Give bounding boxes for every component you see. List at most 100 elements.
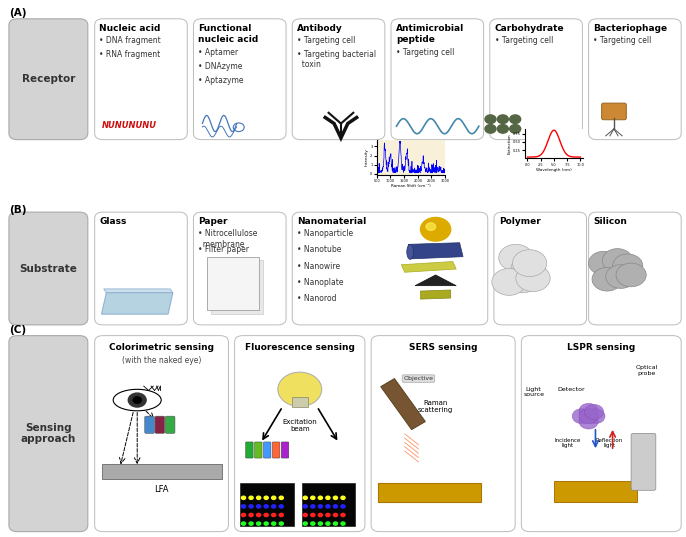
- Polygon shape: [421, 290, 451, 299]
- Bar: [292, 397, 308, 407]
- FancyBboxPatch shape: [272, 442, 280, 458]
- Circle shape: [579, 409, 598, 424]
- Text: Polymer: Polymer: [499, 217, 541, 227]
- Circle shape: [264, 505, 268, 508]
- Bar: [240, 483, 294, 526]
- Circle shape: [333, 513, 338, 517]
- Text: Antibody: Antibody: [297, 24, 343, 33]
- Circle shape: [272, 513, 276, 517]
- Text: Reflection
light: Reflection light: [595, 438, 623, 448]
- Polygon shape: [408, 243, 463, 259]
- Circle shape: [326, 513, 330, 517]
- Text: Light
source: Light source: [523, 387, 544, 397]
- Circle shape: [512, 250, 547, 277]
- Circle shape: [303, 505, 307, 508]
- Circle shape: [584, 404, 604, 419]
- Text: • Nanotube: • Nanotube: [297, 245, 342, 255]
- FancyBboxPatch shape: [95, 212, 187, 325]
- Circle shape: [333, 505, 338, 508]
- Circle shape: [485, 125, 496, 133]
- Circle shape: [311, 513, 315, 517]
- Circle shape: [257, 522, 261, 525]
- FancyBboxPatch shape: [165, 416, 175, 433]
- Text: (with the naked eye): (with the naked eye): [122, 356, 201, 365]
- FancyBboxPatch shape: [155, 416, 165, 433]
- Circle shape: [341, 496, 345, 499]
- FancyBboxPatch shape: [9, 212, 88, 325]
- Circle shape: [497, 125, 508, 133]
- Circle shape: [241, 513, 246, 517]
- Circle shape: [249, 496, 253, 499]
- FancyBboxPatch shape: [631, 433, 656, 490]
- FancyBboxPatch shape: [490, 19, 582, 140]
- FancyBboxPatch shape: [263, 442, 271, 458]
- Text: Colorimetric sensing: Colorimetric sensing: [109, 343, 214, 352]
- Circle shape: [497, 115, 508, 124]
- Text: • DNAzyme: • DNAzyme: [198, 62, 243, 71]
- Polygon shape: [381, 379, 425, 430]
- Circle shape: [241, 522, 246, 525]
- Circle shape: [278, 372, 322, 407]
- Circle shape: [311, 505, 315, 508]
- FancyBboxPatch shape: [193, 212, 286, 325]
- Text: • RNA fragment: • RNA fragment: [99, 50, 161, 59]
- Circle shape: [257, 505, 261, 508]
- FancyBboxPatch shape: [391, 19, 484, 140]
- FancyBboxPatch shape: [95, 19, 187, 140]
- Circle shape: [272, 522, 276, 525]
- Circle shape: [279, 522, 283, 525]
- Circle shape: [272, 496, 276, 499]
- Circle shape: [264, 522, 268, 525]
- Text: • Filter paper: • Filter paper: [198, 245, 249, 255]
- Circle shape: [606, 265, 636, 288]
- Text: • Nitrocellulose
  membrane: • Nitrocellulose membrane: [198, 229, 258, 249]
- Circle shape: [311, 522, 315, 525]
- Text: • Targeting cell: • Targeting cell: [593, 36, 652, 45]
- FancyBboxPatch shape: [281, 442, 289, 458]
- Circle shape: [333, 522, 338, 525]
- Text: • Targeting cell: • Targeting cell: [297, 36, 355, 45]
- Text: LFA: LFA: [154, 485, 169, 494]
- Circle shape: [326, 496, 330, 499]
- Circle shape: [326, 505, 330, 508]
- Text: Carbohydrate: Carbohydrate: [495, 24, 564, 33]
- Circle shape: [249, 513, 253, 517]
- Polygon shape: [401, 262, 456, 272]
- Text: Nucleic acid: Nucleic acid: [99, 24, 161, 33]
- FancyBboxPatch shape: [193, 19, 286, 140]
- Bar: [554, 481, 637, 502]
- Circle shape: [589, 251, 619, 275]
- Bar: [102, 464, 222, 479]
- Bar: [211, 260, 263, 314]
- Text: • Nanoparticle: • Nanoparticle: [297, 229, 353, 238]
- Text: (A): (A): [9, 8, 27, 18]
- Text: Nanomaterial: Nanomaterial: [297, 217, 366, 227]
- Circle shape: [341, 513, 345, 517]
- Circle shape: [257, 496, 261, 499]
- Bar: [207, 257, 259, 310]
- Circle shape: [133, 397, 141, 403]
- Y-axis label: Intensity: Intensity: [365, 148, 369, 166]
- Text: (B): (B): [9, 205, 27, 215]
- FancyBboxPatch shape: [602, 103, 626, 120]
- Circle shape: [579, 403, 598, 418]
- Circle shape: [303, 513, 307, 517]
- Circle shape: [249, 522, 253, 525]
- FancyBboxPatch shape: [371, 336, 515, 532]
- Circle shape: [326, 522, 330, 525]
- Text: Sensing
approach: Sensing approach: [21, 423, 76, 445]
- X-axis label: Raman Shift (cm⁻¹): Raman Shift (cm⁻¹): [391, 184, 431, 188]
- Circle shape: [341, 522, 345, 525]
- Text: Optical
probe: Optical probe: [636, 365, 658, 376]
- Polygon shape: [104, 289, 173, 293]
- Circle shape: [272, 505, 276, 508]
- Circle shape: [602, 249, 632, 272]
- Circle shape: [303, 496, 307, 499]
- Circle shape: [572, 409, 591, 424]
- Text: Objective: Objective: [403, 376, 434, 381]
- Text: Antimicrobial
peptide: Antimicrobial peptide: [396, 24, 464, 44]
- Circle shape: [586, 409, 605, 424]
- Text: • DNA fragment: • DNA fragment: [99, 36, 161, 45]
- Text: • Aptamer: • Aptamer: [198, 48, 238, 57]
- FancyBboxPatch shape: [589, 19, 681, 140]
